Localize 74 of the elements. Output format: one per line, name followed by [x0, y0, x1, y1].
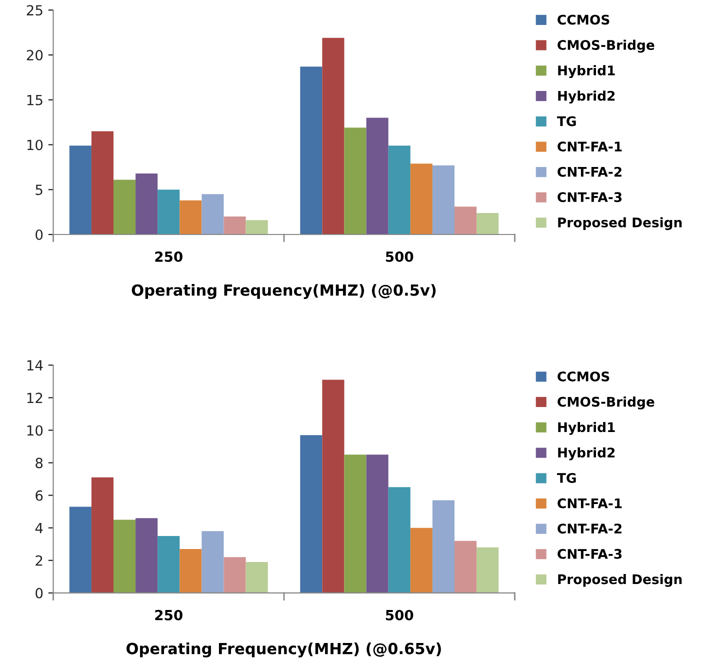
bar: [224, 557, 246, 593]
bar: [366, 454, 388, 593]
bar: [454, 540, 477, 593]
legend-label: CMOS-Bridge: [558, 40, 654, 53]
bar: [180, 549, 202, 593]
bar: [344, 128, 366, 234]
bar: [322, 38, 344, 234]
y-tick-label: 6: [36, 490, 43, 501]
bar: [432, 165, 454, 234]
legend-label: Proposed Design: [558, 574, 682, 587]
x-tick-label: 250: [155, 251, 182, 262]
bar: [69, 146, 92, 234]
legend-label: TG: [557, 473, 576, 483]
bar: [388, 487, 410, 593]
bar: [454, 206, 477, 234]
bar: [69, 506, 92, 593]
y-tick-label: 15: [27, 94, 42, 106]
y-tick-label: 20: [26, 50, 43, 60]
y-tick-label: 2: [36, 555, 42, 566]
bar: [246, 220, 268, 234]
bar: [476, 212, 499, 234]
bar: [91, 477, 114, 593]
bar: [300, 435, 322, 593]
bar: [114, 180, 136, 234]
bar: [300, 66, 322, 234]
legend-label: CNT-FA-2: [558, 524, 622, 534]
legend-label: CNT-FA-1: [558, 142, 622, 152]
bar: [366, 118, 388, 234]
x-axis-title: Operating Frequency(MHZ) (@0.65v): [126, 642, 441, 658]
legend-label: CNT-FA-2: [558, 166, 622, 177]
y-tick-label: 10: [27, 140, 43, 150]
bar: [202, 194, 224, 234]
bar: [410, 528, 432, 593]
y-tick-label: 14: [27, 360, 43, 370]
legend-label: Hybrid1: [558, 65, 615, 78]
y-tick-label: 5: [36, 184, 42, 196]
x-tick-label: 500: [386, 251, 414, 262]
bar: [388, 146, 410, 234]
bar: [410, 164, 432, 234]
bar: [180, 200, 202, 234]
y-tick-label: 25: [26, 5, 42, 16]
legend-label: Hybrid2: [558, 447, 615, 460]
bar: [158, 190, 180, 234]
legend-label: Hybrid2: [558, 90, 615, 104]
bar: [136, 173, 158, 234]
y-tick-label: 0: [36, 229, 43, 240]
bar: [136, 518, 158, 593]
bar: [476, 547, 499, 593]
legend-label: TG: [557, 116, 576, 126]
bar: [246, 562, 268, 593]
legend-label: CNT-FA-1: [558, 498, 622, 508]
y-tick-label: 10: [27, 425, 43, 436]
y-tick-label: 12: [27, 392, 42, 403]
bar: [322, 380, 344, 593]
legend-label: CMOS-Bridge: [558, 396, 654, 410]
legend-label: Hybrid1: [558, 422, 615, 435]
bar: [432, 500, 454, 593]
y-tick-label: 8: [36, 458, 43, 468]
bar: [114, 520, 136, 593]
legend-label: CCMOS: [558, 14, 610, 25]
bar: [202, 531, 224, 593]
bar: [344, 454, 366, 593]
x-tick-label: 250: [155, 610, 182, 620]
bar: [158, 536, 180, 593]
x-axis-title: Operating Frequency(MHZ) (@0.5v): [132, 284, 436, 299]
legend-label: CNT-FA-3: [558, 192, 622, 202]
legend-label: Proposed Design: [558, 217, 682, 230]
y-tick-label: 4: [35, 523, 43, 534]
y-tick-label: 0: [36, 588, 43, 598]
legend-label: CCMOS: [558, 371, 610, 382]
bar: [91, 131, 114, 234]
legend-label: CNT-FA-3: [558, 548, 622, 559]
bar: [224, 216, 246, 234]
x-tick-label: 500: [386, 610, 414, 620]
